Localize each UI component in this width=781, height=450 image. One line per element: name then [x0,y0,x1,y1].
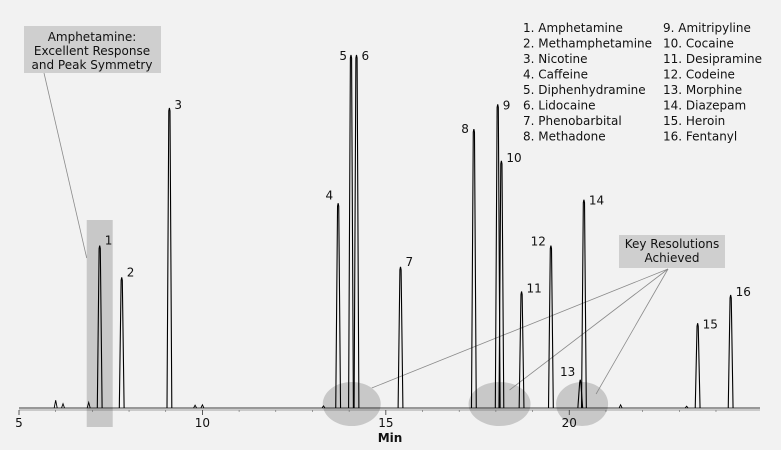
peak-2 [118,277,125,409]
leader-lines [43,72,669,395]
resolution-leader-line [595,268,669,395]
x-axis: 5 10 15 20 [15,409,760,430]
legend-entry-1: 1. Amphetamine [523,21,623,35]
legend-entry-2: 2. Methamphetamine [523,37,652,51]
peak-7 [397,266,404,409]
peak-label-10: 10 [506,151,521,165]
peak-label-3: 3 [174,98,182,112]
legend-entry-8: 8. Methadone [523,130,606,144]
noise-blip [61,402,65,409]
legend-entry-13: 13. Morphine [663,83,742,97]
peak-label-1: 1 [105,234,113,248]
resolution-leader-line [509,268,669,391]
peak-6 [353,54,360,409]
peak-12 [547,245,554,409]
legend-entry-14: 14. Diazepam [663,99,746,113]
amphetamine-callout-line: and Peak Symmetry [32,58,153,72]
peak-label-2: 2 [127,265,135,279]
legend-entry-6: 6. Lidocaine [523,99,596,113]
peak-5 [348,54,354,409]
resolutions-callout-box [619,235,725,268]
peak-label-12: 12 [531,235,546,249]
legend-entry-10: 10. Cocaine [663,37,734,51]
peak-label-8: 8 [461,122,469,136]
x-tick-label: 5 [15,416,23,430]
resolutions-callout-line: Achieved [644,251,699,265]
legend-entry-3: 3. Nicotine [523,52,588,66]
peak-label-4: 4 [326,188,334,202]
peak-1 [96,245,103,409]
legend-entry-11: 11. Desipramine [663,52,762,66]
peak-10 [498,160,505,409]
peak-label-13: 13 [560,365,575,379]
noise-blip [193,404,197,409]
amphetamine-callout-box [24,26,161,73]
highlight-layer [86,220,609,427]
legend-entry-7: 7. Phenobarbital [523,114,622,128]
resolutions-callout-line: Key Resolutions [625,237,720,251]
x-tick-label: 10 [195,416,210,430]
legend-entry-9: 9. Amitripyline [663,21,751,35]
peak-9 [494,104,501,409]
legend-entry-16: 16. Fentanyl [663,130,737,144]
amphetamine-callout-line: Amphetamine: [48,30,137,44]
noise-blip [321,405,326,409]
peak-4 [335,203,342,409]
x-tick-label: 15 [378,416,393,430]
noise-blip [53,400,58,409]
amphetamine-leader-line [43,72,88,259]
legend-entry-15: 15. Heroin [663,114,725,128]
peak-label-14: 14 [589,194,604,208]
peak-3 [166,107,173,409]
legend-entry-5: 5. Diphenhydramine [523,83,646,97]
peak-11 [518,291,525,409]
noise-blip [684,405,689,409]
x-tick-label: 20 [562,416,577,430]
legend-entry-12: 12. Codeine [663,68,735,82]
peak-label-11: 11 [527,282,542,296]
peak-label-15: 15 [703,317,718,331]
noise-blip [200,403,205,409]
peak-label-6: 6 [361,49,369,63]
noise-blip [618,403,623,409]
peak-label-5: 5 [339,49,347,63]
peak-label-7: 7 [406,255,414,269]
peak-16 [727,294,734,409]
peak-label-16: 16 [736,285,751,299]
resolution-ellipse-5-6 [322,382,381,426]
x-axis-title: Min [378,431,403,445]
amphetamine-highlight-band [86,220,113,427]
legend-entry-4: 4. Caffeine [523,68,588,82]
peak-label-9: 9 [503,98,511,112]
chromatogram-trace [19,54,760,409]
noise-blip [86,400,91,409]
amphetamine-callout-line: Excellent Response [34,44,150,58]
peak-14 [580,199,587,409]
peak-15 [694,323,701,409]
peak-8 [470,129,477,409]
resolution-leader-line [371,268,669,389]
